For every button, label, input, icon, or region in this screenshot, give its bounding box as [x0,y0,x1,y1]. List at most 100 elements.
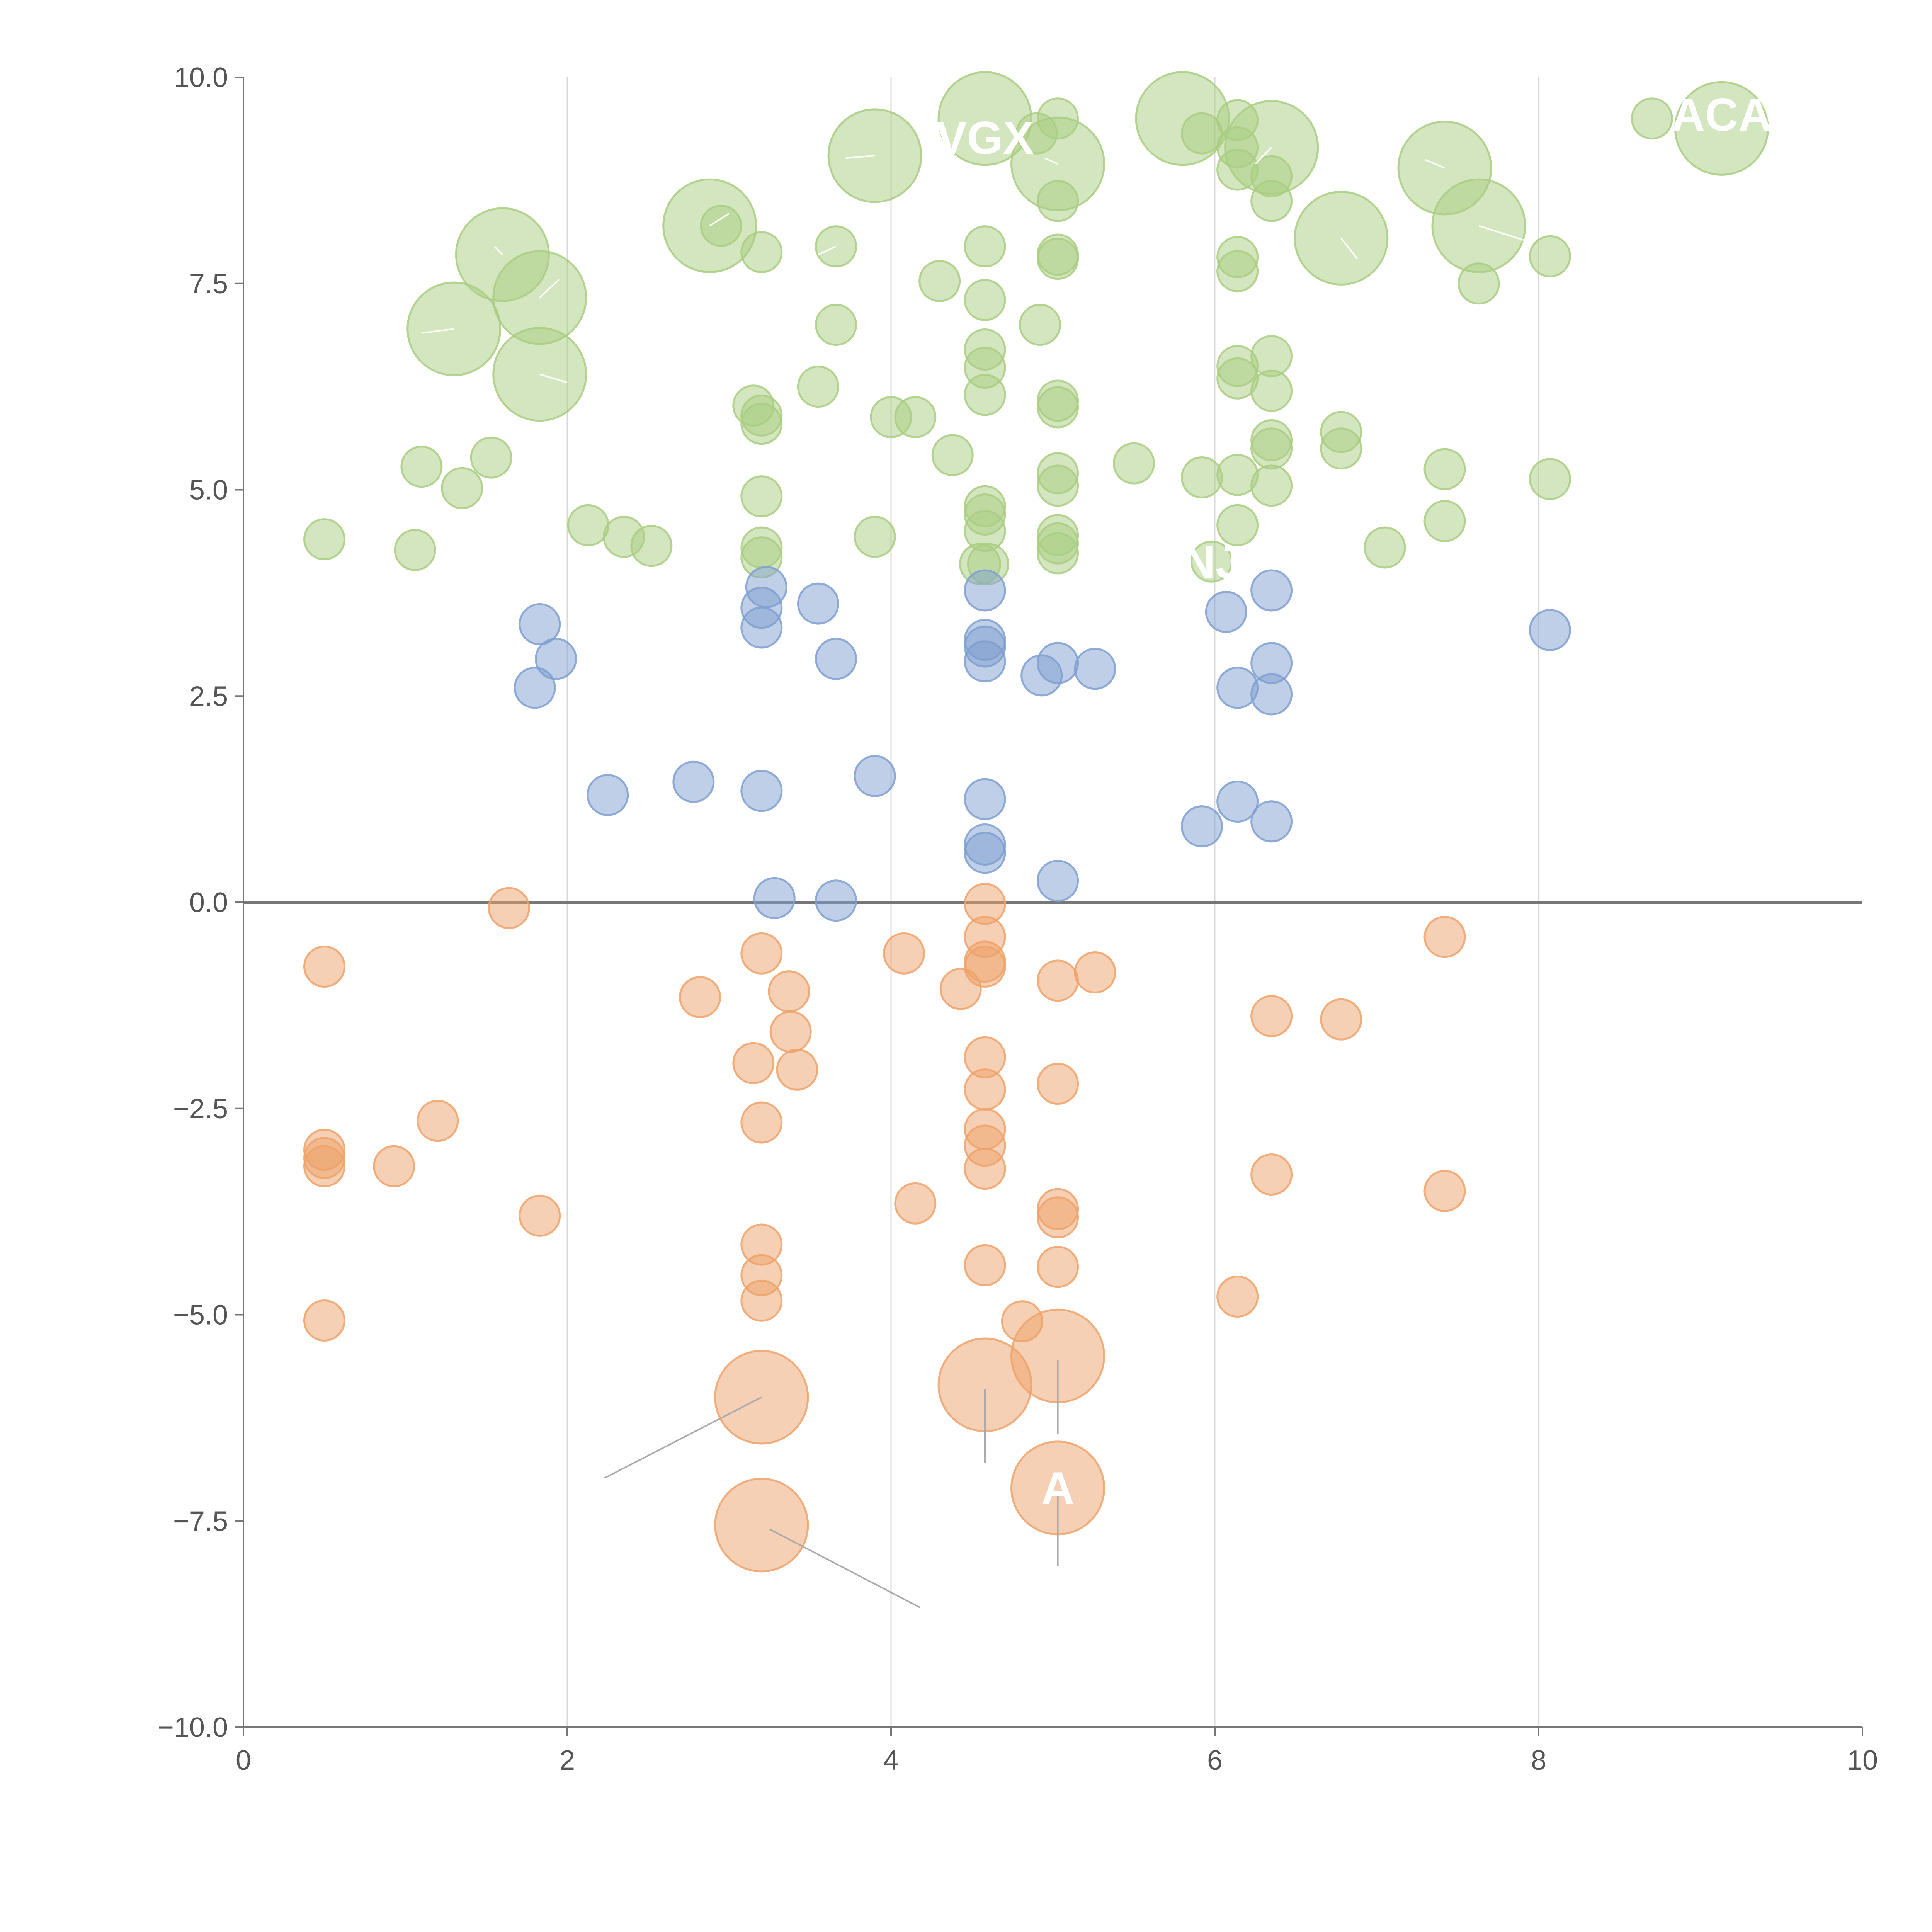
point-high [815,304,857,346]
point-negative [1037,1063,1079,1105]
point-low [1037,859,1079,902]
point-high [1423,448,1466,490]
point-low [535,638,577,680]
point-negative [894,1182,937,1225]
point-negative [740,932,783,975]
point-high [700,204,742,247]
data-points [303,71,1769,1573]
leader-line [1044,157,1058,165]
point-negative [714,1478,809,1573]
point-negative [883,932,925,975]
point-negative [417,1100,459,1142]
leader-line [539,373,568,383]
point-label: A [1041,1463,1075,1514]
point-high [1458,262,1500,305]
leader-line [421,328,454,334]
point-low [964,569,1006,612]
point-high [1250,180,1293,222]
point-low [1037,642,1079,684]
point-low [1250,673,1293,716]
point-high [931,434,974,476]
y-tick-label: 2.5 [189,681,228,712]
point-high [964,225,1006,268]
point-high [964,374,1006,416]
point-low [964,832,1006,874]
point-high [1190,540,1233,583]
point-low [815,879,857,922]
point-high [567,504,609,546]
point-labels: VGX ACA NJ A [936,89,1772,1514]
point-low [1074,648,1116,690]
point-negative [776,1048,818,1091]
point-high [1529,235,1571,277]
point-high [1250,427,1293,470]
point-low [854,755,896,797]
leader-line [1340,238,1358,259]
y-tick-label: 7.5 [189,269,228,299]
point-low [1250,800,1293,843]
leader-line [845,155,875,159]
point-high [1019,304,1061,346]
point-negative [740,1279,783,1322]
point-high [394,529,436,571]
point-high [470,436,512,479]
point-high [1674,81,1769,176]
leader-line [1425,159,1445,169]
point-high [1250,369,1293,412]
point-low [753,877,796,919]
point-negative [1037,959,1079,1002]
y-tick-label: 10.0 [174,62,228,93]
point-label: ACA [1671,89,1772,141]
leader-line [539,279,560,298]
point-low [519,603,561,646]
point-low [1250,569,1293,612]
point-low [587,774,629,816]
point-negative [740,1101,783,1144]
point-low [797,582,839,625]
point-low [964,640,1006,683]
point-negative [769,1010,812,1053]
point-high [740,231,783,274]
leader-lines [421,147,1531,1609]
point-negative [1423,1170,1466,1212]
point-negative [373,1145,415,1187]
point-high [1037,238,1079,280]
point-negative [679,976,721,1019]
point-low [514,667,556,709]
point-high [797,366,839,408]
point-high [1037,379,1079,422]
y-tick-label: −5.0 [173,1300,228,1331]
point-low [740,606,783,649]
leader-line [769,1528,921,1609]
point-high [1529,458,1571,500]
point-high [1216,504,1259,546]
point-high [1364,526,1406,569]
point-negative [964,1148,1006,1190]
point-negative [1250,995,1293,1037]
x-tick-label: 0 [236,1745,251,1776]
axes: −10.0 −7.5 −5.0 −2.5 0.0 2.5 5.0 7.5 10.0 0 2 4 6 8 10 [158,62,1878,1776]
point-high [1113,442,1155,485]
y-tick-label: 5.0 [189,475,228,506]
point-high [630,525,673,567]
point-negative [488,887,530,929]
point-negative [768,970,810,1013]
point-negative [1250,1153,1293,1196]
point-negative [303,1299,345,1342]
leader-line [709,213,730,226]
point-high [1320,427,1362,470]
point-low [815,638,857,680]
y-tick-label: −7.5 [173,1506,228,1537]
point-negative [964,1068,1006,1111]
point-high [894,396,937,439]
point-high [400,446,443,488]
point-low [672,760,715,803]
point-negative [1037,1196,1079,1239]
point-high [854,515,896,558]
point-label: NJ [1182,536,1241,588]
leader-line [818,245,837,255]
point-negative [303,946,345,988]
point-high [1631,97,1673,140]
point-negative [1037,1246,1079,1288]
